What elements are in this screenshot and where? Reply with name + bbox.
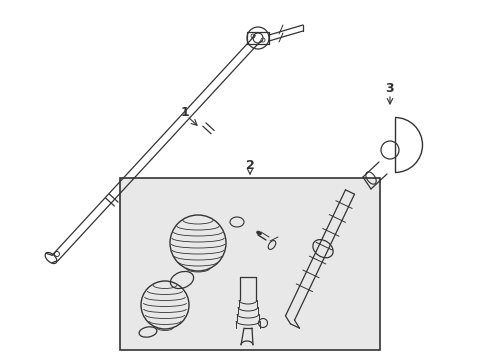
Text: 3: 3 [385, 81, 393, 95]
Text: 2: 2 [245, 158, 254, 171]
Bar [120, 178, 379, 350]
Ellipse shape [256, 231, 261, 235]
Text: 1: 1 [180, 105, 189, 118]
